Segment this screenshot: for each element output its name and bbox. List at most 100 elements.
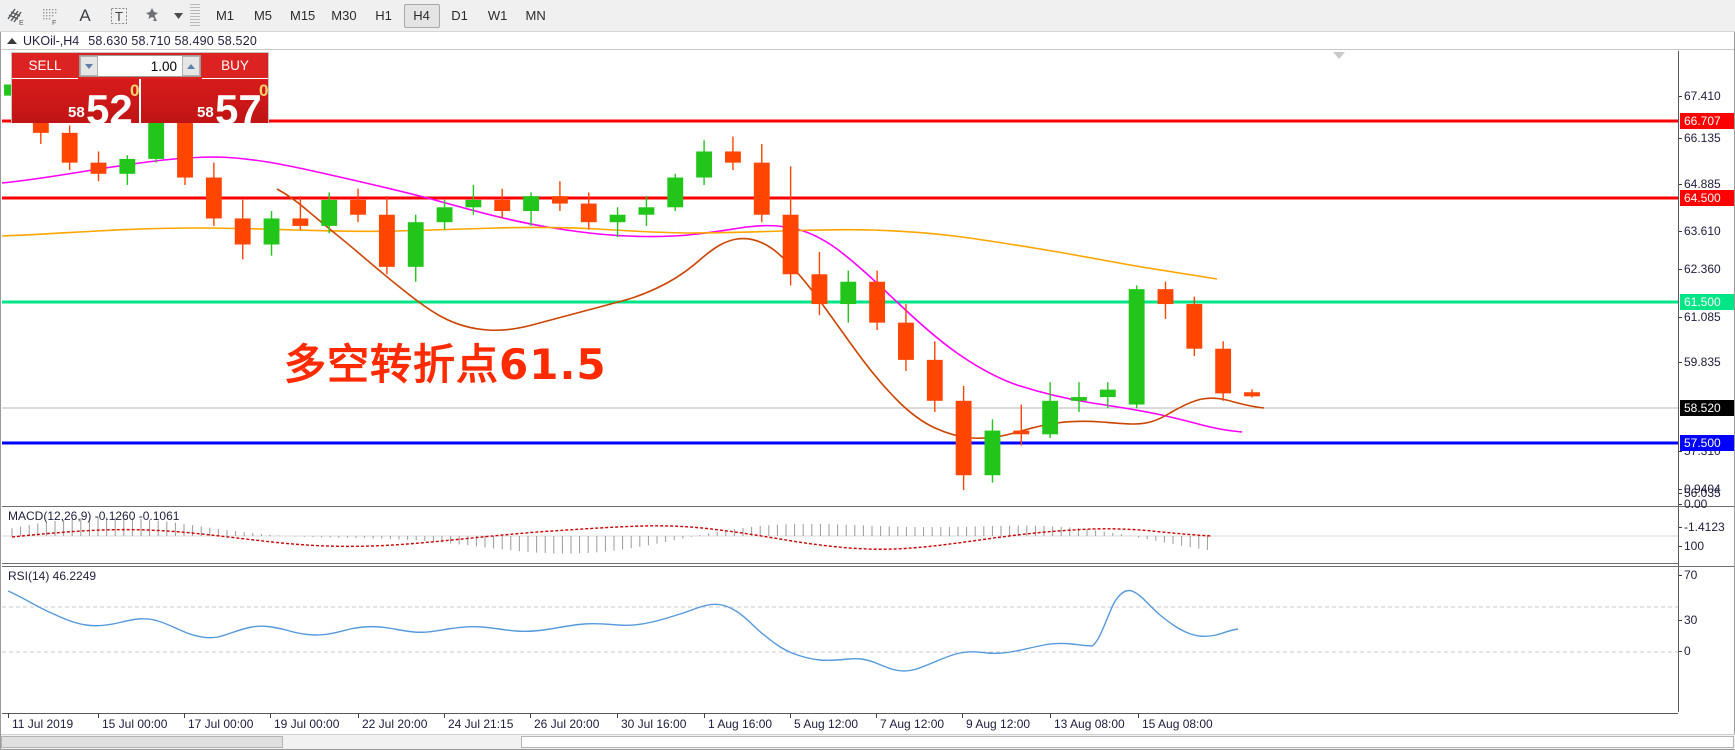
price-badge: 58.520 [1680,400,1734,416]
rsi-indicator-pane[interactable]: RSI(14) 46.2249 [2,566,1678,712]
rsi-tick: 0 [1679,644,1691,658]
chart-dropdown-marker-icon[interactable] [1333,52,1345,59]
candle-body [1186,304,1203,349]
candle-body [984,430,1001,476]
buy-price-main: 57 [215,86,262,124]
timeframe-button-m30[interactable]: M30 [331,8,357,23]
sell-price-fraction: 0 [130,81,139,100]
text-tool-icon[interactable]: A [79,5,91,25]
candle-body [407,222,424,267]
candle-body [869,281,886,323]
candle-body [321,199,338,226]
candle-body [494,199,511,212]
rsi-label: RSI(14) 46.2249 [8,569,97,583]
objects-icon[interactable] [136,1,170,31]
volume-decrease-button[interactable] [80,56,98,76]
price-scale[interactable]: 67.410 66.135 64.885 63.610 62.360 61.085 59.8… [1678,51,1734,712]
symbol-name: UKOil-,H4 [23,33,80,48]
candle-body [1215,348,1232,394]
timeframe-button-w1[interactable]: W1 [487,8,508,23]
sell-button[interactable]: SELL [12,53,78,79]
sell-price-main: 52 [86,86,133,124]
timeframe-button-h1[interactable]: H1 [375,8,392,23]
price-badge: 66.707 [1680,113,1734,129]
templates-icon[interactable]: F [34,1,68,31]
candle-body [811,274,828,305]
trade-panel-top-row: SELL 1.00 BUY [12,53,268,79]
rsi-tick: 100 [1679,539,1704,553]
macd-histogram [11,517,1208,554]
candle-body [90,162,107,174]
candle-body [292,218,309,226]
collapse-triangle-icon[interactable] [7,37,17,44]
candle-body [926,359,943,401]
sell-price-prefix: 58 [68,104,85,121]
candle-body [1042,400,1059,435]
buy-button[interactable]: BUY [202,53,268,79]
time-tick: 26 Jul 20:00 [530,713,599,731]
time-tick: 11 Jul 2019 [8,713,73,731]
time-tick: 19 Jul 00:00 [270,713,339,731]
volume-input-group[interactable]: 1.00 [79,55,201,77]
candle-body [1099,389,1116,398]
timeframe-button-m5[interactable]: M5 [253,8,273,23]
time-tick: 30 Jul 16:00 [617,713,686,731]
objects-dropdown-icon[interactable] [170,1,186,31]
scale-separator-2 [1678,566,1734,567]
timeframe-button-d1[interactable]: D1 [451,8,468,23]
candle-body [436,207,453,223]
price-tick: 67.410 [1679,89,1721,103]
candle-body [580,203,597,223]
buy-price-fraction: 0 [259,81,268,100]
macd-signal-line [11,525,1213,550]
candle-body [609,214,626,223]
candle-body [523,196,539,212]
scrollbar-track[interactable] [521,736,1734,748]
horizontal-scrollbar[interactable] [1,734,1735,749]
candle-body [667,177,684,208]
candle-body [1071,397,1087,401]
macd-indicator-pane[interactable]: MACD(12,26,9) -0.1260 -0.1061 [2,506,1678,564]
candle-body [1013,430,1030,435]
buy-price-prefix: 58 [197,104,214,121]
buy-price-cell[interactable]: 58 57 0 [139,79,268,123]
time-scale[interactable]: 11 Jul 2019 15 Jul 00:00 17 Jul 00:00 19 Ju… [2,713,1678,733]
candle-body [725,151,741,163]
text-label-icon[interactable]: T [102,1,136,31]
svg-text:F: F [52,20,56,27]
timeframe-button-mn[interactable]: MN [525,8,546,23]
volume-increase-button[interactable] [182,56,200,76]
one-click-trading-panel[interactable]: SELL 1.00 BUY 58 52 0 58 57 0 [11,52,269,123]
candle-body [551,196,568,204]
time-tick: 15 Jul 00:00 [98,713,167,731]
svg-text:T: T [115,9,123,24]
sell-price-cell[interactable]: 58 52 0 [12,79,139,123]
candle-body [1244,392,1260,397]
rsi-tick: 70 [1679,568,1697,582]
timeframe-button-m1[interactable]: M1 [215,8,235,23]
rsi-line [7,589,1239,672]
indicators-icon[interactable]: E [0,1,34,31]
candle-body [205,177,222,219]
time-tick: 24 Jul 21:15 [444,713,513,731]
candle-body [350,199,366,215]
macd-tick: 0.00 [1679,497,1707,511]
timeframe-button-h4[interactable]: H4 [403,3,440,28]
time-tick: 22 Jul 20:00 [358,713,427,731]
scrollbar-thumb[interactable] [1,736,283,748]
candle-body [696,151,713,178]
scale-separator-1 [1678,506,1734,507]
time-tick: 7 Aug 12:00 [876,713,944,731]
price-tick: 64.885 [1679,177,1721,191]
price-tick: 63.610 [1679,224,1721,238]
time-tick: 17 Jul 00:00 [184,713,253,731]
time-tick: 15 Aug 08:00 [1138,713,1213,731]
ohlc-values: 58.630 58.710 58.490 58.520 [88,33,258,48]
timeframe-button-m15[interactable]: M15 [290,8,316,23]
toolbar-grip[interactable] [190,3,200,28]
volume-value[interactable]: 1.00 [98,56,182,76]
time-tick: 13 Aug 08:00 [1050,713,1125,731]
macd-label: MACD(12,26,9) -0.1260 -0.1061 [8,509,180,523]
candle-body [465,199,482,208]
timeframe-group: M1 M5 M15 M30 H1 H4 D1 W1 MN [206,3,555,28]
